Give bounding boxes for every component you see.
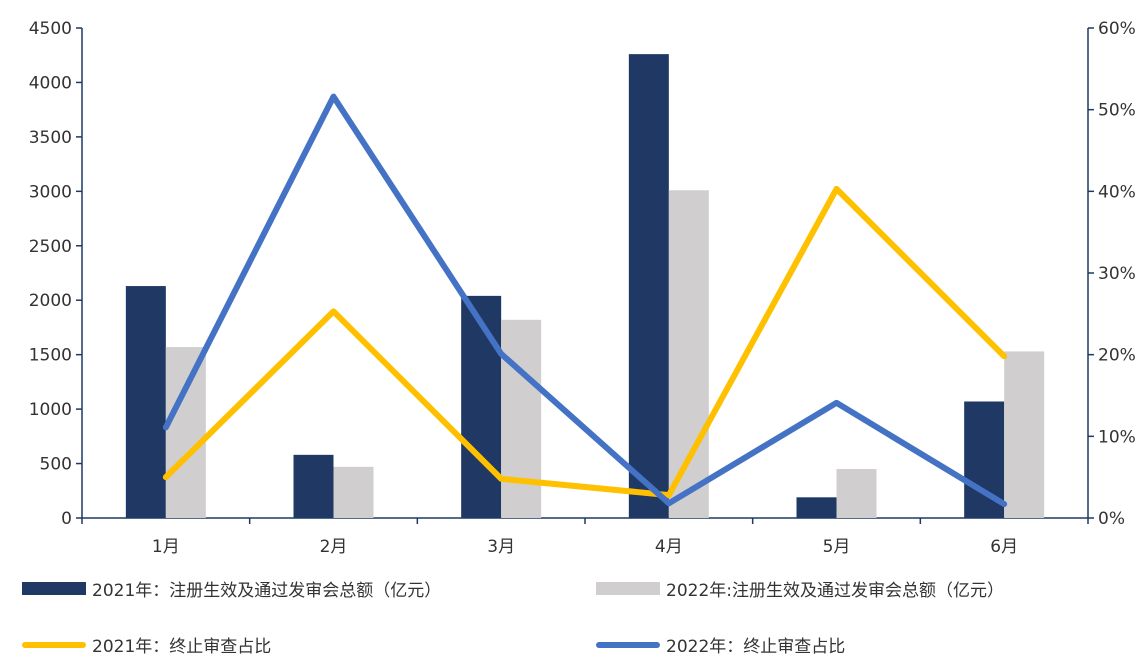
legend-item-line-2022: 2022年：终止审查占比 [596, 632, 845, 657]
legend-swatch-line-2022 [596, 641, 660, 648]
x-tick-label: 4月 [655, 537, 683, 557]
left-tick-label: 4000 [29, 73, 72, 93]
legend-label-line-2022: 2022年：终止审查占比 [666, 637, 846, 657]
right-tick-label: 40% [1098, 182, 1136, 202]
bar-2021-2 [293, 454, 334, 518]
left-tick-label: 2000 [29, 291, 72, 311]
legend-label-line-2021: 2021年：终止审查占比 [92, 637, 272, 657]
legend-item-bar-2022: 2022年:注册生效及通过发审会总额（亿元） [596, 576, 1004, 601]
bar-2022-6 [1004, 351, 1045, 518]
line-2022 [162, 93, 1008, 508]
left-tick-label: 4500 [29, 19, 72, 39]
x-tick-label: 6月 [990, 537, 1018, 557]
legend-swatch-bar-2021 [22, 582, 86, 595]
bar-series [125, 54, 1045, 519]
legend-swatch-bar-2022 [596, 582, 660, 595]
right-tick-label: 10% [1098, 427, 1136, 447]
legend-item-bar-2021: 2021年：注册生效及通过发审会总额（亿元） [22, 576, 441, 601]
bar-2022-4 [668, 190, 709, 518]
left-tick-label: 1500 [29, 346, 72, 366]
axes [76, 27, 1094, 524]
right-tick-label: 60% [1098, 19, 1136, 39]
x-tick-label: 3月 [487, 537, 515, 557]
bar-2022-1 [165, 347, 206, 518]
x-tick-label: 5月 [823, 537, 851, 557]
line-2021 [162, 185, 1008, 499]
right-tick-label: 0% [1098, 509, 1125, 529]
left-tick-label: 2500 [29, 237, 72, 257]
right-tick-label: 50% [1098, 101, 1136, 121]
x-tick-label: 2月 [320, 537, 348, 557]
bar-2021-3 [461, 295, 502, 518]
tick-labels: 0 500 1000 1500 2000 2500 3000 3500 4000 4500 0% 10… [29, 19, 1136, 557]
legend: 2021年：注册生效及通过发审会总额（亿元） 2022年:注册生效及通过发审会总… [0, 560, 1148, 658]
left-tick-label: 0 [61, 509, 72, 529]
left-tick-label: 3000 [29, 182, 72, 202]
left-tick-label: 3500 [29, 128, 72, 148]
bar-2022-3 [501, 319, 542, 518]
legend-item-line-2021: 2021年：终止审查占比 [22, 632, 271, 657]
legend-label-bar-2021: 2021年：注册生效及通过发审会总额（亿元） [92, 581, 442, 601]
left-tick-label: 1000 [29, 400, 72, 420]
bar-2022-5 [836, 469, 877, 518]
bar-2022-2 [333, 466, 374, 518]
legend-label-bar-2022: 2022年:注册生效及通过发审会总额（亿元） [666, 581, 1004, 601]
bar-2021-4 [628, 54, 669, 519]
line-series [162, 93, 1008, 508]
right-tick-label: 30% [1098, 264, 1136, 284]
legend-swatch-line-2021 [22, 641, 86, 648]
left-tick-label: 500 [40, 455, 72, 475]
bar-2021-5 [796, 497, 837, 518]
x-tick-label: 1月 [152, 537, 180, 557]
bar-2021-1 [125, 286, 166, 518]
right-tick-label: 20% [1098, 346, 1136, 366]
